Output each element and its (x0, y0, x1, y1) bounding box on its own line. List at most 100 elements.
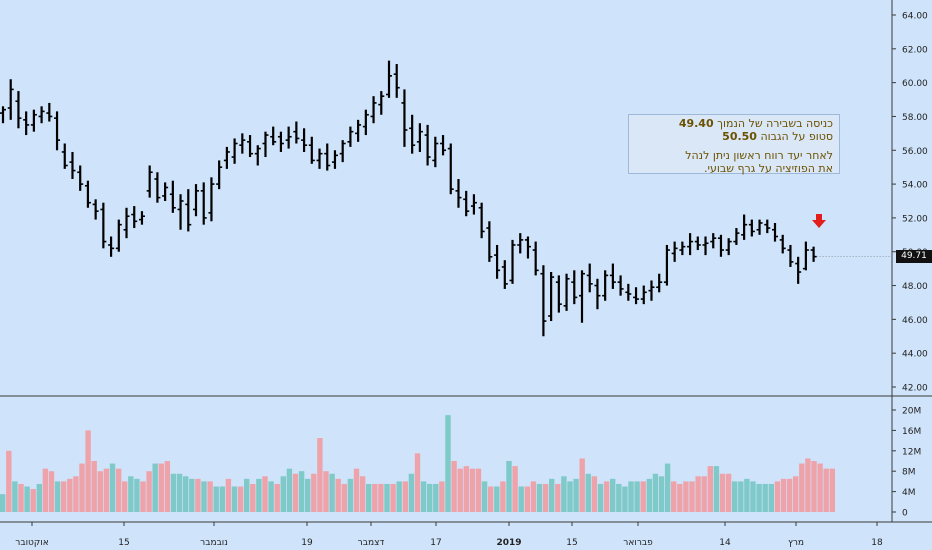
volume-bar (152, 463, 158, 512)
ohlc-bar (694, 236, 701, 251)
ohlc-bar (440, 135, 447, 156)
volume-bar (61, 481, 67, 512)
volume-bar (158, 463, 164, 512)
ohlc-bar (617, 275, 624, 296)
ohlc-bar (169, 180, 176, 213)
volume-bar (725, 473, 732, 512)
ohlc-bar (393, 64, 400, 98)
volume-bar (323, 471, 329, 512)
ohlc-bar (231, 138, 238, 164)
ohlc-bar (548, 272, 555, 322)
ohlc-bar (247, 135, 254, 158)
volume-bar (427, 483, 433, 512)
volume-tick-label: 20M (902, 407, 921, 417)
volume-bar (250, 483, 256, 512)
ohlc-bar (795, 256, 802, 284)
ohlc-bar (285, 126, 292, 149)
volume-bar (0, 494, 6, 512)
volume-bar (237, 486, 244, 512)
trade-note-box[interactable]: כניסה בשבירה של הנמוך 49.40 סטופ על הגבו… (628, 114, 840, 175)
ohlc-bar (679, 241, 686, 256)
volume-bar (189, 478, 195, 512)
ohlc-bar (486, 221, 493, 262)
time-tick-label: דצמבר (358, 538, 385, 548)
volume-bar (103, 468, 110, 512)
ohlc-bar (270, 126, 277, 146)
ohlc-bar (386, 60, 392, 98)
volume-bar (603, 481, 610, 512)
volume-bar (457, 468, 463, 512)
volume-tick-label: 8M (902, 468, 916, 478)
ohlc-bar (200, 182, 207, 225)
volume-bar (494, 486, 500, 512)
volume-bar (225, 478, 232, 512)
ohlc-bar (602, 270, 609, 301)
volume-bar (549, 478, 555, 512)
ohlc-bar (223, 146, 230, 169)
ohlc-bar (177, 194, 184, 230)
note-entry-text: כניסה בשבירה של הנמוך (717, 117, 833, 130)
volume-bar (475, 468, 482, 512)
volume-tick-label: 4M (902, 488, 916, 498)
volume-bar (488, 486, 494, 512)
volume-bar (30, 489, 36, 512)
volume-bar (79, 463, 85, 512)
volume-bar (530, 481, 537, 512)
volume-bar (18, 483, 24, 512)
ohlc-bar (355, 119, 362, 142)
ohlc-bar (501, 260, 508, 289)
volume-bar (774, 481, 781, 512)
volume-bar (512, 466, 518, 512)
volume-bar (244, 478, 250, 512)
volume-bar (469, 468, 476, 512)
ohlc-bar (702, 236, 709, 256)
ohlc-bar (802, 241, 809, 271)
volume-bar (201, 481, 207, 512)
volume-bar (823, 468, 829, 512)
price-tick-label: 60.00 (902, 79, 928, 89)
ohlc-bar (532, 241, 539, 276)
volume-bar (646, 478, 652, 512)
volume-bar (268, 481, 274, 512)
volume-bar (73, 476, 79, 512)
price-tick-label: 46.00 (902, 316, 928, 326)
volume-bar (768, 483, 774, 512)
ohlc-bar (586, 263, 593, 293)
volume-bars-group (0, 415, 835, 512)
ohlc-bar (15, 91, 22, 129)
volume-bar (317, 438, 323, 512)
ohlc-bar (262, 131, 269, 158)
volume-bar (12, 481, 18, 512)
volume-bar (579, 458, 585, 512)
volume-bar (640, 481, 646, 512)
volume-bar (744, 478, 750, 512)
volume-bar (658, 476, 665, 512)
volume-bar (128, 476, 134, 512)
ohlc-bar (625, 283, 632, 301)
ohlc-bar (764, 219, 771, 234)
ohlc-bar (154, 172, 161, 203)
volume-bar (384, 483, 390, 512)
ohlc-bar (463, 190, 470, 217)
ohlc-bar (579, 270, 585, 323)
ohlc-bar (741, 214, 748, 240)
volume-bar (91, 461, 97, 512)
volume-bar (713, 466, 720, 512)
volume-bar (817, 463, 823, 512)
ohlc-bar (470, 194, 477, 215)
volume-bar (652, 473, 659, 512)
ohlc-bar (725, 238, 732, 256)
volume-bar (616, 483, 622, 512)
price-tick-label: 62.00 (902, 45, 928, 55)
volume-bar (542, 483, 549, 512)
ohlc-bar (540, 265, 547, 337)
volume-bar (414, 453, 421, 512)
volume-bar (573, 478, 579, 512)
volume-bar (445, 415, 451, 512)
ohlc-bar (123, 207, 130, 239)
ohlc-bar (640, 285, 647, 305)
volume-bar (463, 466, 469, 512)
volume-bar (738, 481, 744, 512)
volume-bar (591, 476, 598, 512)
